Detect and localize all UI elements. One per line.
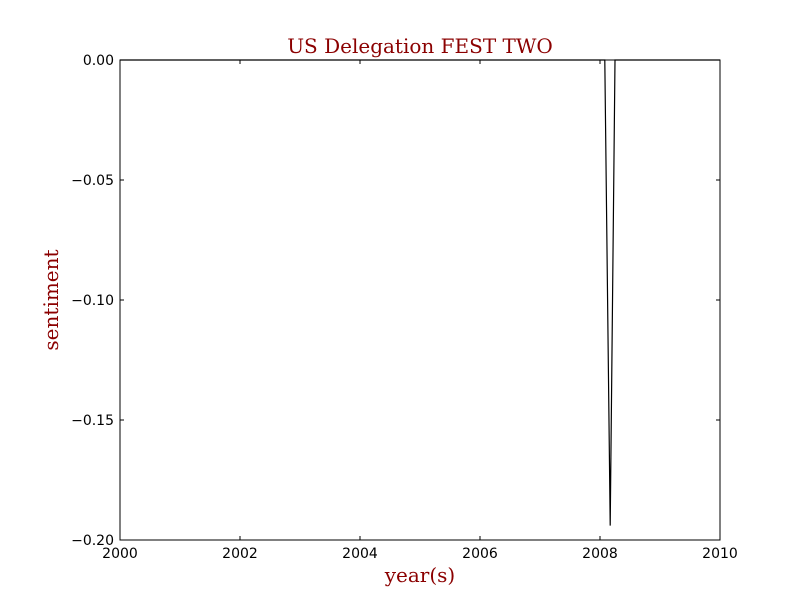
x-tick-label: 2002: [222, 546, 258, 562]
x-tick-label: 2008: [582, 546, 618, 562]
y-tick-label: 0.00: [83, 53, 114, 69]
series-line: [120, 59, 720, 526]
chart-title: US Delegation FEST TWO: [287, 34, 553, 58]
x-tick-label: 2004: [342, 546, 378, 562]
y-tick-label: −0.15: [71, 413, 114, 429]
x-tick-label: 2000: [102, 546, 138, 562]
y-tick-label: −0.05: [71, 173, 114, 189]
x-axis-label: year(s): [384, 563, 456, 587]
x-tick-label: 2010: [702, 546, 738, 562]
plot-area: [119, 59, 721, 541]
series-layer: [120, 59, 720, 526]
y-axis-label: sentiment: [39, 249, 63, 350]
x-axis: 2000 2002 2004 2006 2008 2010: [102, 60, 738, 562]
y-tick-label: −0.20: [71, 533, 114, 549]
x-tick-label: 2006: [462, 546, 498, 562]
y-tick-label: −0.10: [71, 293, 114, 309]
